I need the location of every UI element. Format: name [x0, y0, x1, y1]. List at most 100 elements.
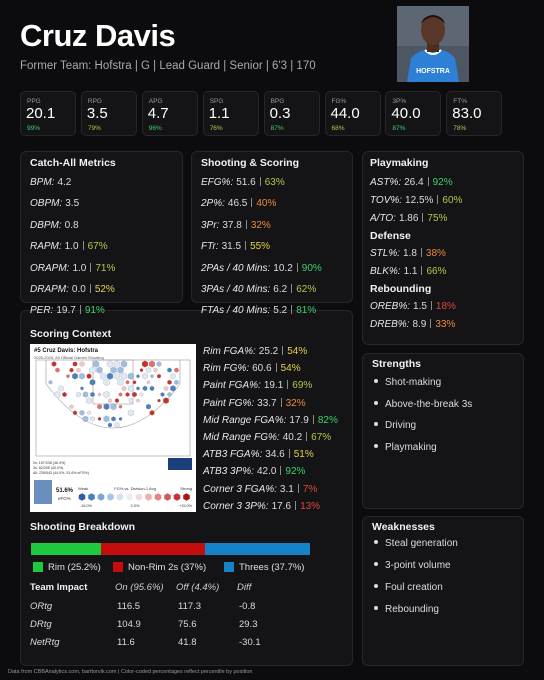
metric-row: 2P%: 46.5 40%	[201, 198, 276, 209]
metric-value: 25.2	[258, 346, 279, 357]
panel-title: Shooting Breakdown	[30, 521, 135, 533]
metric-row: RAPM: 1.0 67%	[30, 241, 108, 252]
stat-value: 3.5	[86, 105, 108, 122]
player-name: Cruz Davis	[20, 18, 176, 53]
metric-percentile: 55%	[250, 241, 271, 253]
metric-row: BLK%: 1.1 66%	[370, 266, 447, 277]
shot-hex	[79, 361, 85, 367]
metric-label: BPM:	[30, 177, 55, 188]
mini-photo	[34, 480, 52, 504]
metric-value: 3.1	[279, 483, 294, 495]
item-text: Driving	[385, 420, 417, 431]
panel-title: Strengths	[372, 358, 422, 370]
legend-hex	[173, 493, 181, 501]
separator	[251, 198, 253, 208]
metric-value: 17.9	[289, 414, 309, 426]
stat-label: SPG	[209, 98, 224, 105]
metric-value: 8.9	[412, 319, 427, 330]
separator	[89, 284, 91, 293]
shot-hex	[97, 392, 102, 397]
metric-row: 3PAs / 40 Mins: 6.2 62%	[201, 284, 316, 295]
separator	[280, 466, 282, 476]
shot-hex	[90, 391, 95, 398]
stat-percentile: 68%	[331, 125, 345, 132]
metric-percentile: 60%	[442, 195, 463, 206]
panel-title: Weaknesses	[372, 521, 435, 533]
separator	[422, 213, 424, 222]
legend-hex	[78, 493, 86, 501]
panel-title: Scoring Context	[30, 328, 112, 340]
metric-row: ATB3 FGA%: 34.6 51%	[203, 449, 314, 460]
metric-percentile: 92%	[432, 177, 453, 188]
stat-percentile: 87%	[270, 125, 284, 132]
row-label: NetRtg	[30, 637, 60, 648]
metric-value: 1.5	[413, 301, 427, 312]
stat-card: 3P% 40.0 87%	[385, 91, 442, 136]
metric-value: 34.6	[265, 449, 285, 461]
metric-row: AST%: 26.4 92%	[370, 177, 453, 188]
table-cell: 29.3	[239, 619, 258, 630]
metric-percentile: 67%	[311, 432, 332, 443]
shot-line: All: 239/543 (44.0%, 51.6% eFG%)	[33, 471, 89, 475]
bullet	[374, 584, 378, 588]
metric-row: PER: 19.7 91%	[30, 305, 105, 316]
metric-label: 2PAs / 40 Mins:	[201, 262, 271, 274]
table-cell: 116.5	[117, 601, 141, 612]
shot-hex	[167, 379, 172, 385]
metric-value: 42.0	[256, 466, 277, 478]
metric-label: ORAPM:	[30, 262, 70, 274]
metric-value: 6.2	[273, 284, 288, 295]
metric-label: Corner 3 FGA%:	[203, 483, 277, 495]
metric-row: OREB%: 1.5 18%	[370, 301, 456, 312]
metric-value: 40.2	[282, 432, 303, 443]
item-text: Shot-making	[385, 377, 442, 388]
item-text: Foul creation	[385, 582, 443, 593]
list-item: Driving	[374, 420, 416, 431]
row-label: ORtg	[30, 601, 53, 612]
metric-value: 26.4	[404, 177, 424, 188]
breakdown-bar	[31, 543, 102, 555]
separator	[291, 284, 293, 293]
legend-tick: 0.0%	[131, 504, 140, 508]
metric-value: 60.6	[252, 363, 272, 375]
metric-percentile: 13%	[300, 500, 321, 512]
shot-hex	[120, 372, 128, 380]
list-item: 3-point volume	[374, 560, 451, 571]
shot-hex	[146, 380, 151, 385]
collar	[424, 49, 442, 55]
metric-row: Mid Range FGA%: 17.9 82%	[203, 414, 338, 426]
efg-label: eFG%	[58, 496, 71, 501]
metric-percentile: 81%	[296, 305, 317, 317]
shot-hex	[99, 372, 107, 380]
shot-hex	[128, 398, 134, 404]
metric-value: 1.86	[398, 213, 419, 224]
breakdown-bar	[101, 543, 205, 555]
metric-label: ATB3 FGA%:	[203, 449, 263, 461]
metric-label: OBPM:	[30, 198, 63, 210]
legend-swatch	[113, 562, 123, 572]
metric-percentile: 32%	[250, 219, 271, 231]
stat-percentile: 78%	[453, 125, 467, 132]
shot-hex	[69, 367, 74, 373]
item-text: Rebounding	[385, 604, 439, 615]
separator	[245, 219, 247, 229]
metric-label: FTr:	[201, 241, 219, 253]
metric-percentile: 33%	[435, 319, 456, 330]
list-item: Playmaking	[374, 442, 437, 453]
legend-label: Non-Rim 2s (37%)	[128, 562, 207, 573]
metric-row: Mid Range FG%: 40.2 67%	[203, 432, 331, 443]
metric-percentile: 90%	[301, 262, 322, 274]
shot-hex	[125, 380, 130, 385]
metric-label: DREB%:	[370, 319, 410, 330]
shot-hex	[118, 404, 123, 409]
shot-hex	[76, 367, 81, 373]
shot-hex	[153, 367, 158, 373]
shot-hex	[128, 385, 134, 392]
shot-hex	[174, 367, 179, 373]
shot-chart: #5 Cruz Davis: Hofstra 2025-2026, All Of…	[30, 344, 196, 512]
shot-hex	[118, 417, 123, 421]
bullet	[374, 422, 378, 426]
shot-hex	[72, 361, 78, 367]
list-item: Above-the-break 3s	[374, 399, 472, 410]
shot-hex	[115, 398, 119, 403]
